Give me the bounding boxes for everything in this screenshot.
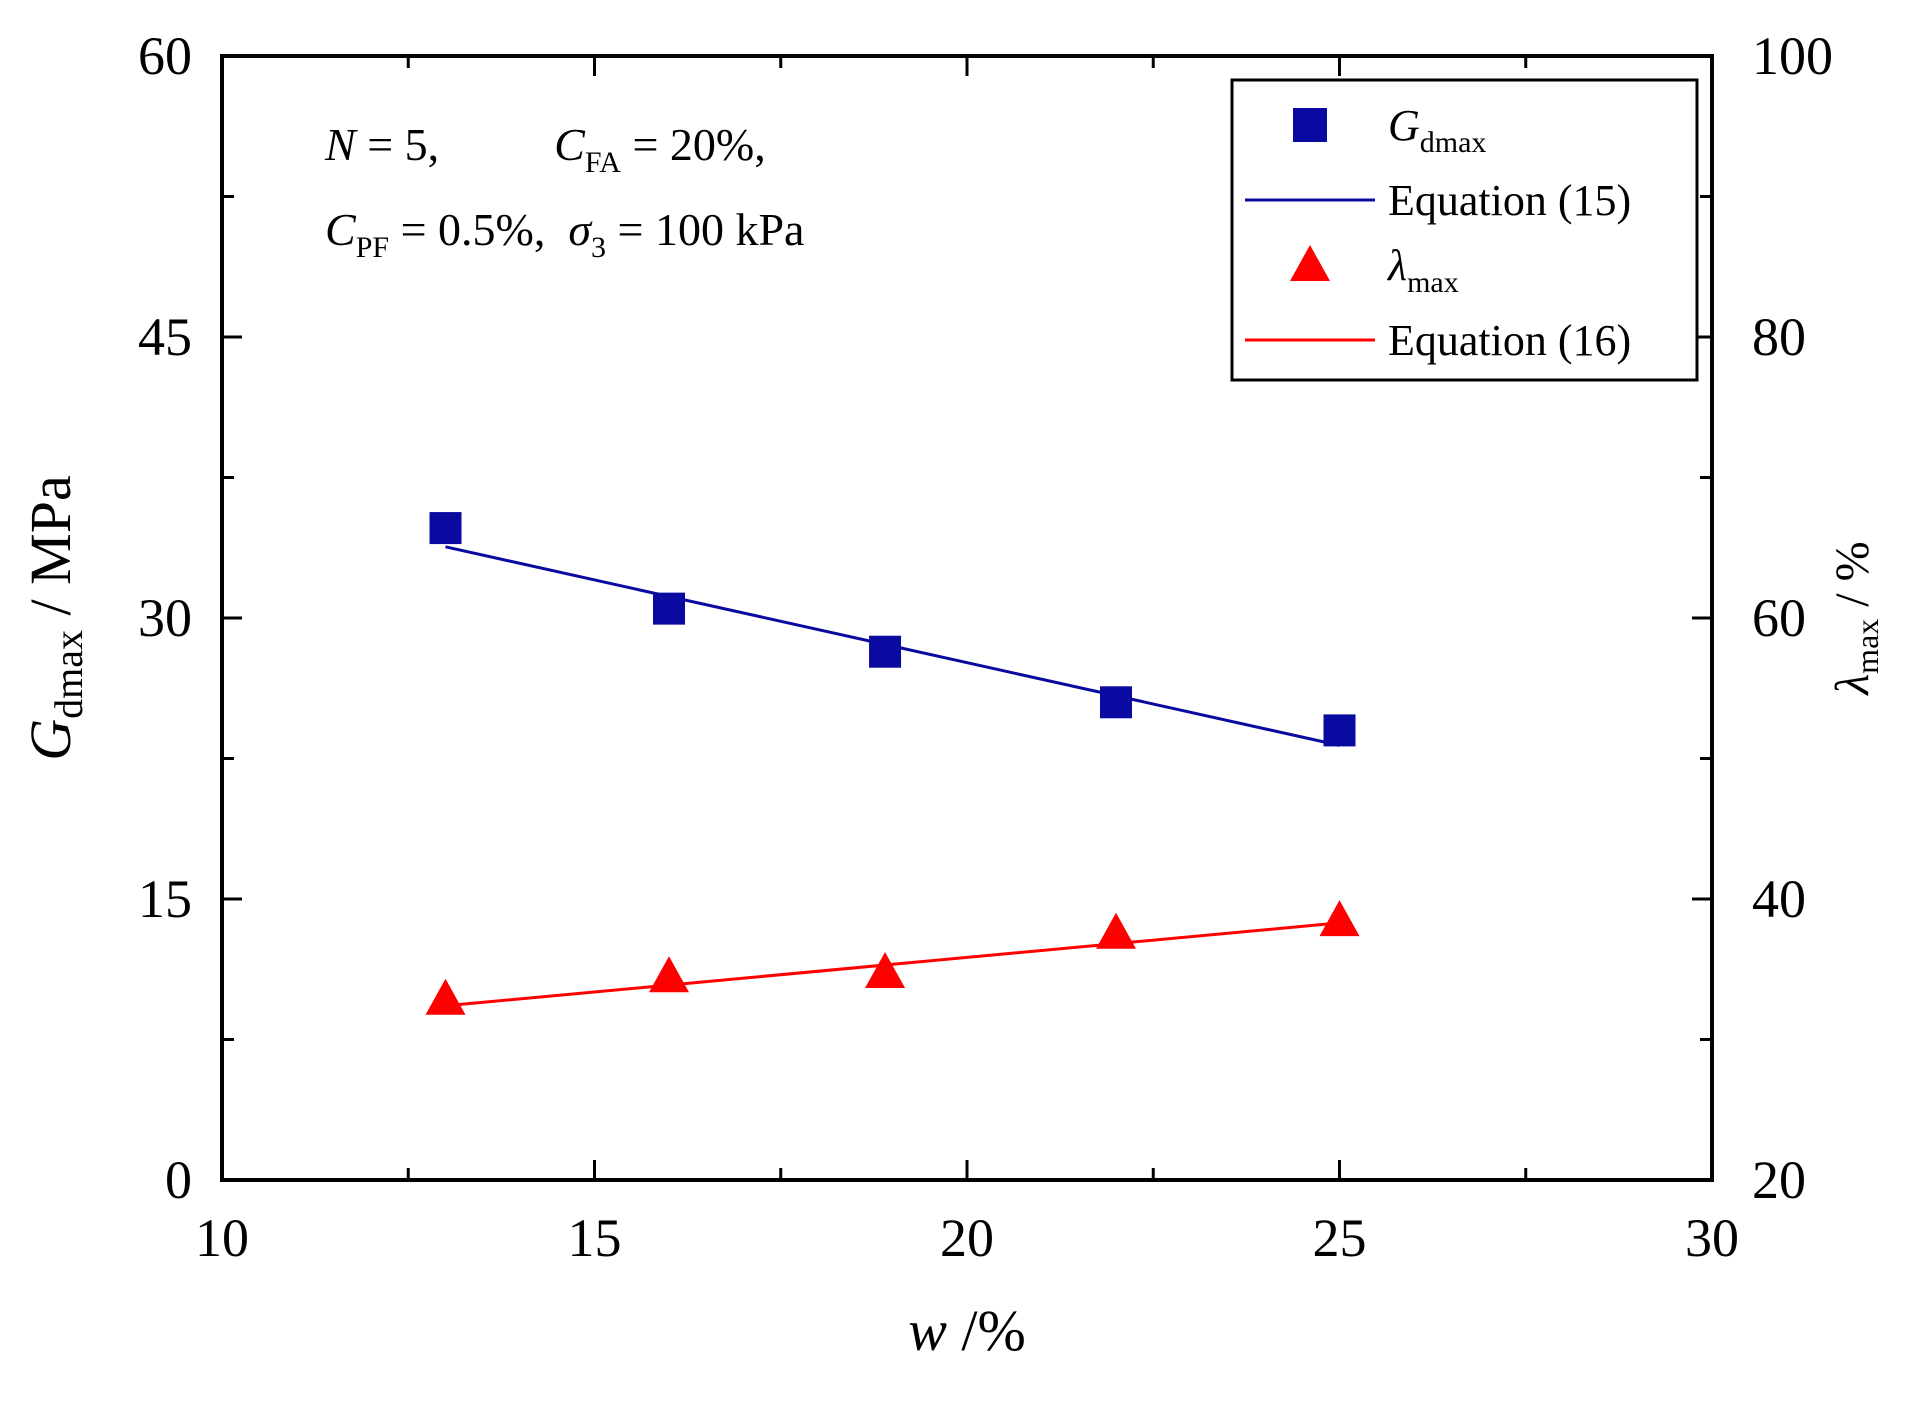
x-tick-label: 20 xyxy=(940,1208,994,1268)
y-left-tick-label: 0 xyxy=(165,1150,192,1210)
annotation: N = 5, CFA = 20%, CPF = 0.5%, σ3 = 100 kP… xyxy=(324,119,804,264)
x-tick-label: 10 xyxy=(195,1208,249,1268)
gdmax-point xyxy=(869,635,902,668)
legend-label: λmax xyxy=(1386,241,1459,299)
y-left-axis-title: Gdmax / MPa xyxy=(18,475,91,760)
y-left-tick-label: 15 xyxy=(138,869,192,929)
legend-symbol-triangle xyxy=(1290,245,1330,281)
y-right-axis-title: λmax / % xyxy=(1826,541,1885,696)
lambda-max-point xyxy=(1319,900,1360,937)
fit-line-equation-16- xyxy=(445,921,1340,1008)
y-right-tick-label: 60 xyxy=(1752,588,1806,648)
y-right-tick-label: 80 xyxy=(1752,307,1806,367)
y-left-tick-label: 45 xyxy=(138,307,192,367)
plot-frame xyxy=(220,54,1714,1182)
lambda-max-point xyxy=(425,978,466,1015)
tick-labels: 10 15 20 25 30 0 15 30 45 60 20 40 60 80 100 xyxy=(138,26,1833,1268)
y-right-tick-label: 100 xyxy=(1752,26,1833,86)
legend-label: Gdmax xyxy=(1388,101,1486,159)
x-axis-title: w /% xyxy=(908,1298,1026,1363)
axis-titles: w /% Gdmax / MPa λmax / % xyxy=(18,475,1885,1363)
lambda-max-point xyxy=(1096,912,1136,949)
x-tick-label: 30 xyxy=(1685,1208,1739,1268)
y-left-tick-label: 30 xyxy=(138,588,192,648)
annotation-line-2: CPF = 0.5%, σ3 = 100 kPa xyxy=(325,204,804,264)
gdmax-point xyxy=(1323,714,1356,747)
x-tick-label: 25 xyxy=(1313,1208,1367,1268)
gdmax-point xyxy=(1100,686,1132,719)
lambda-max-point xyxy=(865,952,906,989)
y-left-tick-label: 60 xyxy=(138,26,192,86)
gdmax-point xyxy=(429,512,462,545)
legend: Gdmax Equation (15) λmax Equation (16) xyxy=(1230,78,1699,382)
legend-symbol-square xyxy=(1293,108,1327,142)
legend-label: Equation (15) xyxy=(1388,176,1631,225)
y-right-tick-label: 20 xyxy=(1752,1150,1806,1210)
y-right-tick-label: 40 xyxy=(1752,869,1806,929)
legend-label: Equation (16) xyxy=(1388,316,1631,365)
lambda-max-point xyxy=(649,956,689,993)
annotation-line-1: N = 5, CFA = 20%, xyxy=(324,119,766,179)
plot-area xyxy=(425,512,1360,1015)
x-tick-label: 15 xyxy=(568,1208,622,1268)
gdmax-point xyxy=(653,592,685,625)
